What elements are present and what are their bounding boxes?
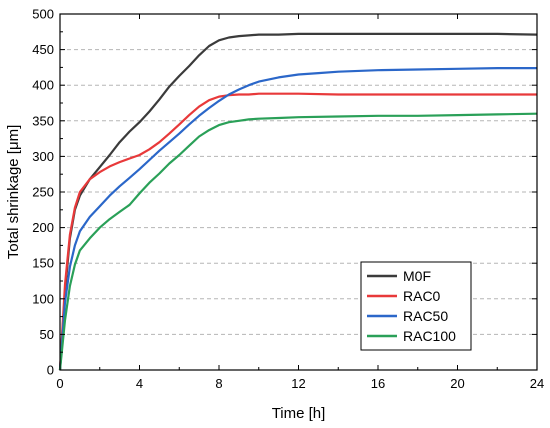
- series-line-rac50: [58, 66, 537, 371]
- y-tick-label: 350: [32, 113, 54, 128]
- y-tick-label: 0: [47, 363, 54, 378]
- x-tick-label: 20: [450, 376, 464, 391]
- x-tick-label: 16: [371, 376, 385, 391]
- legend-label: RAC0: [403, 288, 441, 304]
- x-tick-label: 12: [291, 376, 305, 391]
- x-tick-label: 8: [215, 376, 222, 391]
- y-tick-label: 250: [32, 185, 54, 200]
- y-tick-label: 50: [40, 327, 54, 342]
- x-axis-label: Time [h]: [272, 405, 326, 422]
- y-tick-label: 400: [32, 78, 54, 93]
- y-tick-label: 200: [32, 220, 54, 235]
- series-line-rac100: [58, 112, 538, 371]
- legend-label: M0F: [403, 268, 431, 284]
- legend-label: RAC50: [403, 308, 448, 324]
- legend-label: RAC100: [403, 328, 456, 344]
- y-tick-label: 500: [32, 7, 54, 22]
- y-tick-label: 450: [32, 42, 54, 57]
- axes: 0 4 8 12 16 20 24 0 50 100 150 200 250 300 350 400 450 50…: [32, 7, 544, 392]
- y-axis-label: Total shrinkage [μm]: [5, 125, 22, 260]
- series-line-rac0: [58, 92, 537, 371]
- x-tick-label: 24: [530, 376, 544, 391]
- y-tick-label: 150: [32, 256, 54, 271]
- x-tick-label: 0: [56, 376, 63, 391]
- y-tick-label: 300: [32, 149, 54, 164]
- series-lines: [58, 32, 538, 371]
- x-tick-label: 4: [136, 376, 143, 391]
- y-tick-label: 100: [32, 291, 54, 306]
- legend: M0F RAC0 RAC50 RAC100: [360, 261, 472, 351]
